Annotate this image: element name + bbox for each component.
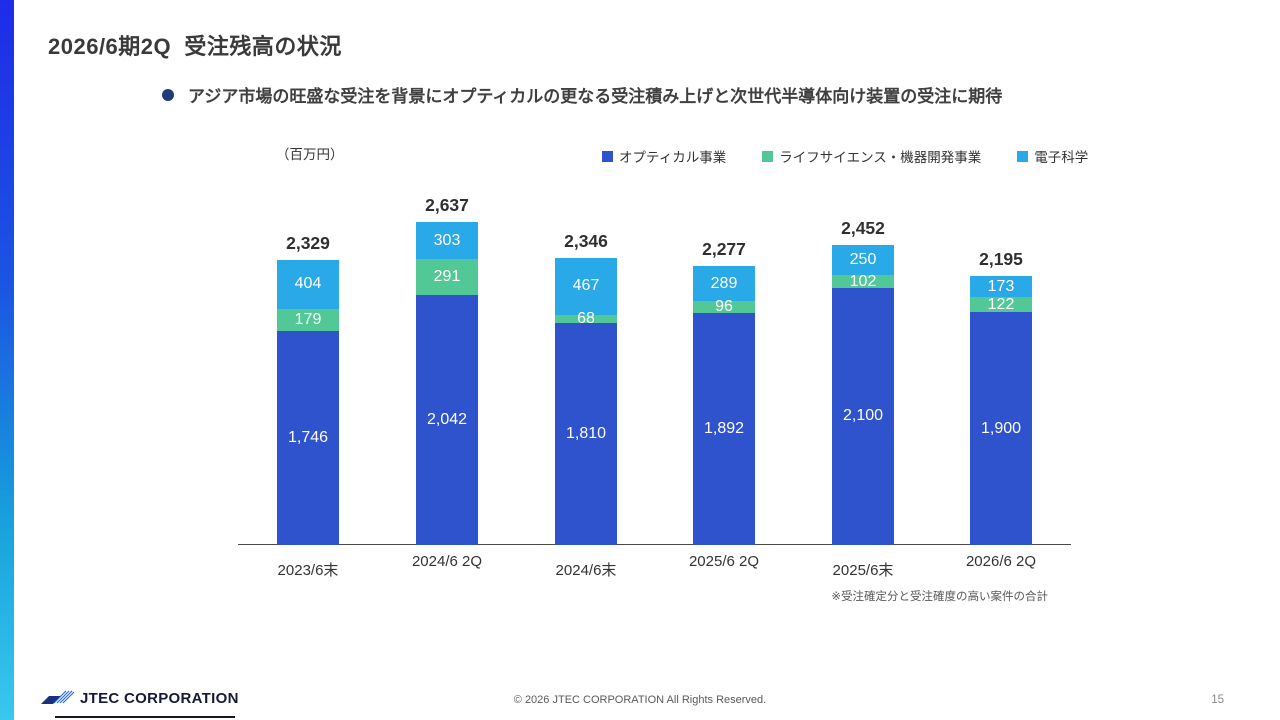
bar-segment-lifescience: 96 <box>693 298 755 316</box>
legend-item-optical: オプティカル事業 <box>602 146 726 166</box>
segment-value-label: 1,746 <box>287 429 329 447</box>
bar-total-label: 2,452 <box>841 217 885 238</box>
segment-value-label: 467 <box>572 277 600 295</box>
bar-segment-optical: 2,042 <box>416 294 478 545</box>
page-number: 15 <box>1211 694 1224 706</box>
logo-underline <box>55 716 235 718</box>
legend-item-electronics: 電子科学 <box>1017 146 1088 166</box>
legend-swatch-lifescience-icon <box>762 150 774 162</box>
segment-value-label: 2,100 <box>842 407 884 425</box>
segment-value-label: 179 <box>294 311 322 329</box>
legend-swatch-electronics-icon <box>1017 150 1029 162</box>
segment-value-label: 102 <box>849 272 877 290</box>
segment-value-label: 1,892 <box>703 420 745 438</box>
legend-label-electronics: 電子科学 <box>1034 150 1089 165</box>
segment-value-label: 173 <box>987 277 1015 295</box>
bar-segment-optical: 2,100 <box>832 287 894 545</box>
segment-value-label: 2,042 <box>426 410 468 428</box>
segment-value-label: 291 <box>433 268 461 286</box>
segment-value-label: 303 <box>433 231 461 249</box>
jtec-logo-swoosh-icon <box>41 690 74 704</box>
bar-segment-electronics: 404 <box>277 259 339 310</box>
bar-total-label: 2,277 <box>702 239 746 260</box>
legend-label-optical: オプティカル事業 <box>619 150 727 165</box>
x-axis-label: 2026/6 2Q <box>965 553 1037 570</box>
legend-swatch-optical-icon <box>602 150 613 162</box>
bar-segment-lifescience: 102 <box>832 272 894 290</box>
chart-legend: オプティカル事業 ライフサイエンス・機器開発事業 電子科学 <box>602 146 1088 166</box>
key-message-text: アジア市場の旺盛な受注を背景にオプティカルの更なる受注積み上げと次世代半導体向け… <box>188 87 1003 106</box>
segment-value-label: 250 <box>849 250 877 268</box>
x-axis-label: 2024/6末 <box>555 562 617 579</box>
bar-segment-lifescience: 291 <box>416 259 478 295</box>
bar-total-label: 2,637 <box>425 195 469 216</box>
copyright-text: © 2026 JTEC CORPORATION All Rights Reser… <box>513 694 767 706</box>
company-logo: JTEC CORPORATION <box>40 689 239 707</box>
bullet-icon <box>162 88 174 101</box>
company-logo-text: JTEC CORPORATION <box>80 689 239 707</box>
bar-segment-optical: 1,900 <box>970 312 1032 545</box>
segment-value-label: 289 <box>710 274 738 292</box>
segment-value-label: 1,810 <box>565 425 607 443</box>
bar-segment-lifescience: 179 <box>277 309 339 332</box>
bar-total-label: 2,346 <box>564 230 608 251</box>
stacked-bar-chart: 1,746 179 404 2,329 2023/6末 2,042 291 303 2,637 2… <box>238 175 1071 579</box>
bar-segment-optical: 1,810 <box>555 323 617 545</box>
segment-value-label: 68 <box>577 310 595 328</box>
left-accent-bar <box>0 0 14 720</box>
bar-segment-optical: 1,892 <box>693 313 755 545</box>
bar-segment-lifescience: 68 <box>555 311 617 327</box>
bar-segment-lifescience: 122 <box>970 295 1032 313</box>
chart-unit-label: （百万円） <box>276 147 344 162</box>
key-message: アジア市場の旺盛な受注を背景にオプティカルの更なる受注積み上げと次世代半導体向け… <box>162 82 1002 107</box>
x-axis-line <box>238 544 1071 545</box>
x-axis-label: 2024/6 2Q <box>411 553 483 570</box>
legend-item-lifescience: ライフサイエンス・機器開発事業 <box>762 146 981 166</box>
page-title: 2026/6期2Q 受注残高の状況 <box>48 33 342 59</box>
bar-segment-electronics: 250 <box>832 244 894 276</box>
segment-value-label: 1,900 <box>980 419 1022 437</box>
bar-segment-electronics: 289 <box>693 266 755 302</box>
segment-value-label: 96 <box>715 298 733 316</box>
chart-footnote: ※受注確定分と受注確度の高い案件の合計 <box>831 591 1048 603</box>
bar-segment-electronics: 467 <box>555 257 617 315</box>
x-axis-label: 2025/6 2Q <box>688 553 760 570</box>
legend-label-lifescience: ライフサイエンス・機器開発事業 <box>779 150 982 165</box>
bar-segment-electronics: 173 <box>970 276 1032 298</box>
bar-total-label: 2,329 <box>286 232 330 253</box>
bar-total-label: 2,195 <box>979 249 1023 270</box>
segment-value-label: 122 <box>987 295 1015 313</box>
segment-value-label: 404 <box>294 275 322 293</box>
bar-segment-electronics: 303 <box>416 222 478 260</box>
x-axis-label: 2025/6末 <box>832 562 894 579</box>
x-axis-label: 2023/6末 <box>277 562 339 579</box>
bar-segment-optical: 1,746 <box>277 331 339 545</box>
